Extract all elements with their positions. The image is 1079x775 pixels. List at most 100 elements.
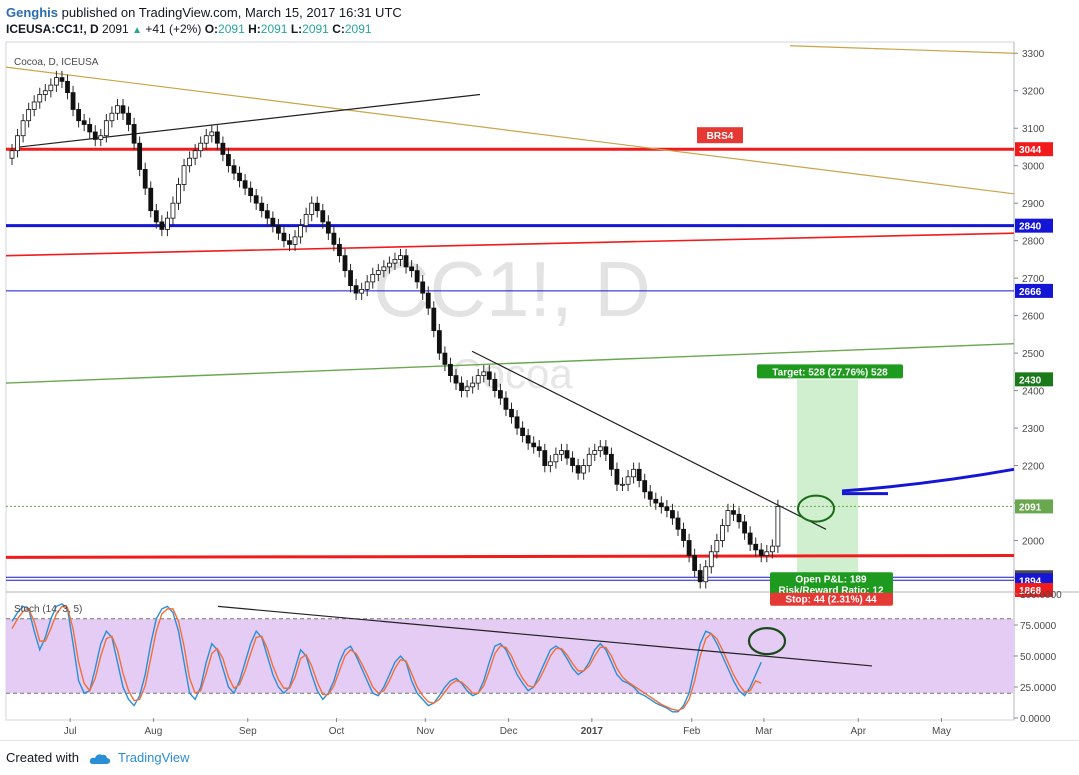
candle-body [481,371,487,376]
candle [747,526,753,552]
y-tick-label: 3000 [1022,162,1045,173]
candle-body [115,105,120,114]
candle [81,113,87,132]
candle-body [214,131,220,144]
candle [720,518,725,548]
candle-body [342,255,348,272]
candle-body [54,77,59,86]
x-tick-label: Nov [416,726,434,737]
candle [664,500,670,518]
candle-body [597,446,603,451]
price-label-text: 2840 [1019,222,1042,233]
candle-body [9,150,15,159]
candle-body [625,476,631,485]
downtrend-line [471,350,827,530]
y-tick-label: 2200 [1022,462,1045,473]
candle [353,278,359,300]
stoch-highlight-circle [747,627,787,656]
price-label-bg [1015,283,1053,298]
candle [131,117,137,150]
candle-body [287,240,292,245]
candle [559,443,564,462]
candle-body [525,435,531,444]
candle [264,203,270,225]
x-tick-label: Sep [239,726,257,737]
price-level-label: 2840 [1015,218,1053,233]
candle [431,301,437,338]
candle [126,106,131,132]
candle-body [220,142,226,155]
candle [475,368,481,390]
candle-body [547,461,553,466]
candle-body [375,270,381,275]
author-link[interactable]: Genghis [6,5,59,20]
candle-body [570,457,575,466]
candle-body [59,77,65,82]
candle-body [386,262,392,268]
time-axis[interactable]: Jul Aug Sep Oct Nov Dec 2017 Feb Mar Apr May [64,718,951,737]
candle-body [103,120,109,137]
candle-body [697,570,703,583]
candle-body [192,150,198,159]
candle [226,147,231,173]
target-zone [797,379,858,594]
candle-body [15,135,20,152]
candle [736,507,742,529]
chart-canvas[interactable]: CC1!, D Cocoa BRS4 Target: 528 (27.76%) 5… [0,40,1079,740]
y-tick-label: 2400 [1022,387,1045,398]
candle-body [92,131,98,140]
candle [553,447,559,469]
candle-body [381,266,387,272]
candle-body [581,465,587,474]
candle-body [259,202,265,212]
candle [309,196,315,222]
candle [731,503,736,522]
candle [581,458,587,480]
candle-body [675,517,681,530]
price-axis[interactable]: 3300 3200 3100 3000 2900 2800 2700 2600 2500 2400… [1014,49,1053,597]
candle [381,260,387,278]
candle-body [331,232,337,245]
candle [242,173,248,195]
gold-top-line [789,45,1015,54]
candle-body [126,112,131,125]
candle-body [303,214,309,227]
candle [220,136,226,162]
candle [509,402,514,424]
candle-body [658,502,664,508]
candle [15,128,20,158]
candle-body [559,450,564,455]
candle [59,70,65,89]
candle [753,537,759,557]
candle [681,522,686,548]
brs-label: BRS4 [697,127,743,144]
candle-body [65,80,70,94]
candle-body [87,124,93,133]
candle [453,368,459,390]
tradingview-link[interactable]: TradingView [118,750,190,765]
candle-body [120,105,126,114]
candle-body [747,532,753,545]
candle [703,560,709,589]
candle [481,365,487,383]
candle-body [453,375,459,384]
candle [209,125,215,143]
candle-body [492,378,498,391]
stop-label-text: Stop: 44 (2.31%) 44 [785,595,877,606]
candle-body [81,120,87,125]
candle-body [142,169,148,189]
candle [647,485,653,507]
candle-body [70,92,76,110]
candle [98,128,104,147]
candle [769,539,775,559]
price-level-label: 3044 [1015,142,1053,157]
candle [192,143,198,165]
up-arrow-icon: ▲ [132,25,142,36]
candle-body [353,285,359,294]
candle [642,473,648,499]
candle [403,248,409,274]
candle-body [614,468,620,485]
watermark-name: Cocoa [451,350,573,397]
candle-body [731,510,736,515]
stoch-tick-label: 0.0000 [1020,714,1051,725]
